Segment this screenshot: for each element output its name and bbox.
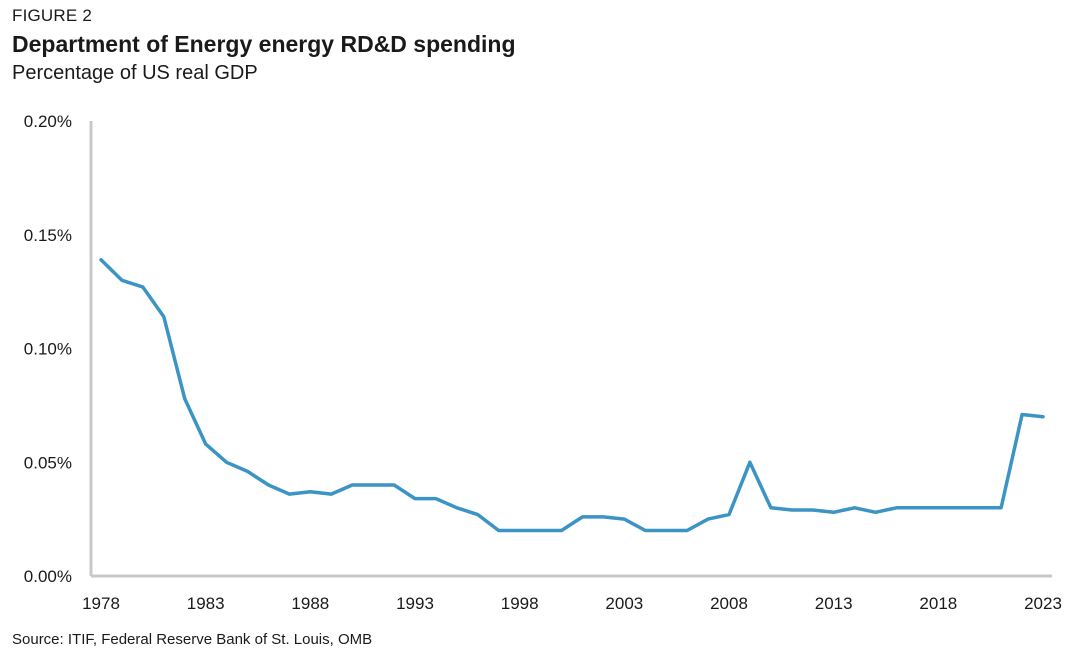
chart-subtitle: Percentage of US real GDP xyxy=(12,62,258,84)
x-tick-labels: 1978 1983 1988 1993 1998 2003 2008 2013 2018 2023 xyxy=(82,594,1062,613)
x-tick-label: 2003 xyxy=(605,594,643,613)
y-tick-label: 0.00% xyxy=(24,567,72,586)
x-tick-label: 2008 xyxy=(710,594,748,613)
x-tick-label: 1993 xyxy=(396,594,434,613)
x-tick-label: 1998 xyxy=(501,594,539,613)
x-tick-label: 1983 xyxy=(187,594,225,613)
chart-title: Department of Energy energy RD&D spendin… xyxy=(12,31,516,57)
series-line xyxy=(99,258,1045,533)
x-tick-label: 2023 xyxy=(1024,594,1062,613)
x-tick-label: 1988 xyxy=(291,594,329,613)
y-tick-labels: 0.00% 0.05% 0.10% 0.15% 0.20% xyxy=(24,112,72,586)
source-note: Source: ITIF, Federal Reserve Bank of St… xyxy=(12,631,373,648)
x-tick-label: 1978 xyxy=(82,594,120,613)
y-tick-label: 0.10% xyxy=(24,340,72,359)
y-tick-label: 0.05% xyxy=(24,453,72,472)
figure-label: FIGURE 2 xyxy=(12,6,93,25)
x-tick-label: 2018 xyxy=(919,594,957,613)
x-tick-label: 2013 xyxy=(815,594,853,613)
y-tick-label: 0.20% xyxy=(24,112,72,131)
y-tick-label: 0.15% xyxy=(24,226,72,245)
